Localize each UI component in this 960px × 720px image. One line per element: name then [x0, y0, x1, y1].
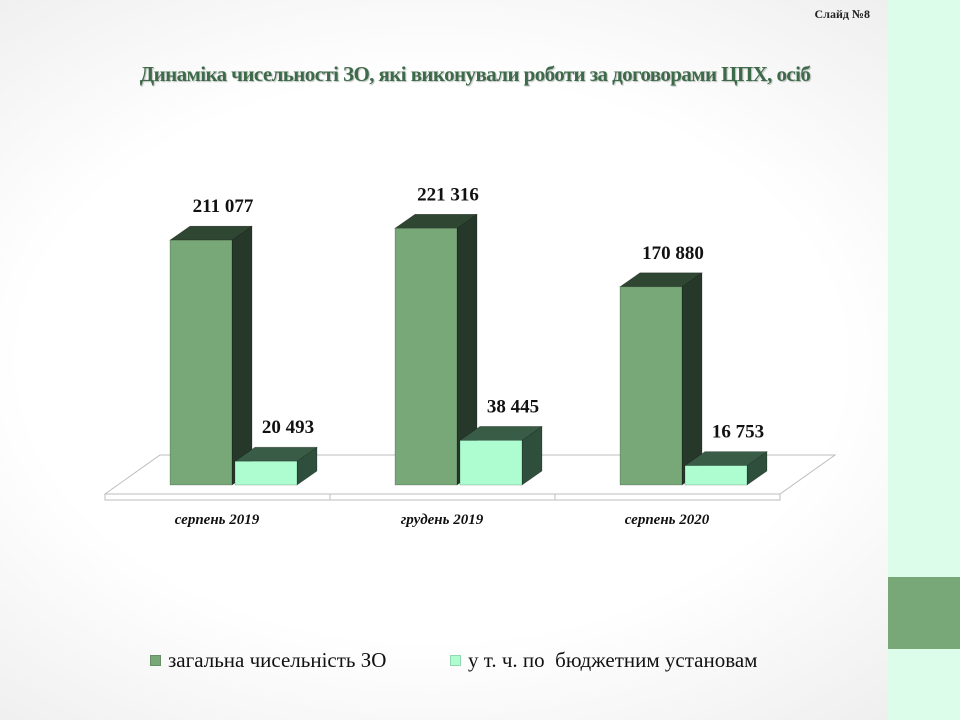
legend-swatch-budget [450, 655, 461, 666]
legend-label-budget: у т. ч. по бюджетним установам [468, 648, 758, 672]
category-label-2: грудень 2019 [401, 512, 484, 528]
legend-label-total: загальна чисельність ЗО [168, 648, 387, 672]
legend-item-budget: у т. ч. по бюджетним установам [450, 648, 757, 673]
slide-number: Слайд №8 [814, 7, 870, 21]
bar-total-3 [619, 272, 703, 486]
category-label-1: серпень 2019 [175, 512, 260, 528]
chart-floor-edge [104, 494, 781, 501]
data-label-budget-2: 38 445 [487, 396, 539, 417]
bar-front [394, 227, 458, 486]
data-label-total-1: 211 077 [193, 196, 254, 217]
bar-front [619, 286, 683, 486]
bar-front [234, 460, 298, 486]
category-label-3: серпень 2020 [625, 512, 710, 528]
bar-total-1 [169, 225, 253, 486]
bar-budget-3 [684, 450, 768, 486]
bar-side [231, 225, 253, 486]
data-label-budget-1: 20 493 [262, 417, 314, 438]
bar-front [169, 239, 233, 486]
legend-swatch-total [150, 655, 161, 666]
accent-block [888, 577, 960, 649]
bar-side [681, 272, 703, 486]
bar-budget-1 [234, 446, 318, 486]
bar-budget-2 [459, 425, 543, 486]
legend-item-total: загальна чисельність ЗО [150, 648, 386, 673]
data-label-budget-3: 16 753 [712, 422, 764, 443]
bar-front [459, 440, 523, 486]
data-label-total-2: 221 316 [417, 184, 479, 205]
bar-front [684, 465, 748, 486]
data-label-total-3: 170 880 [642, 243, 704, 264]
legend: загальна чисельність ЗО у т. ч. по бюдже… [150, 648, 850, 678]
chart-title: Динаміка чисельності ЗО, які виконували … [139, 62, 811, 86]
bar-total-2 [394, 213, 478, 486]
